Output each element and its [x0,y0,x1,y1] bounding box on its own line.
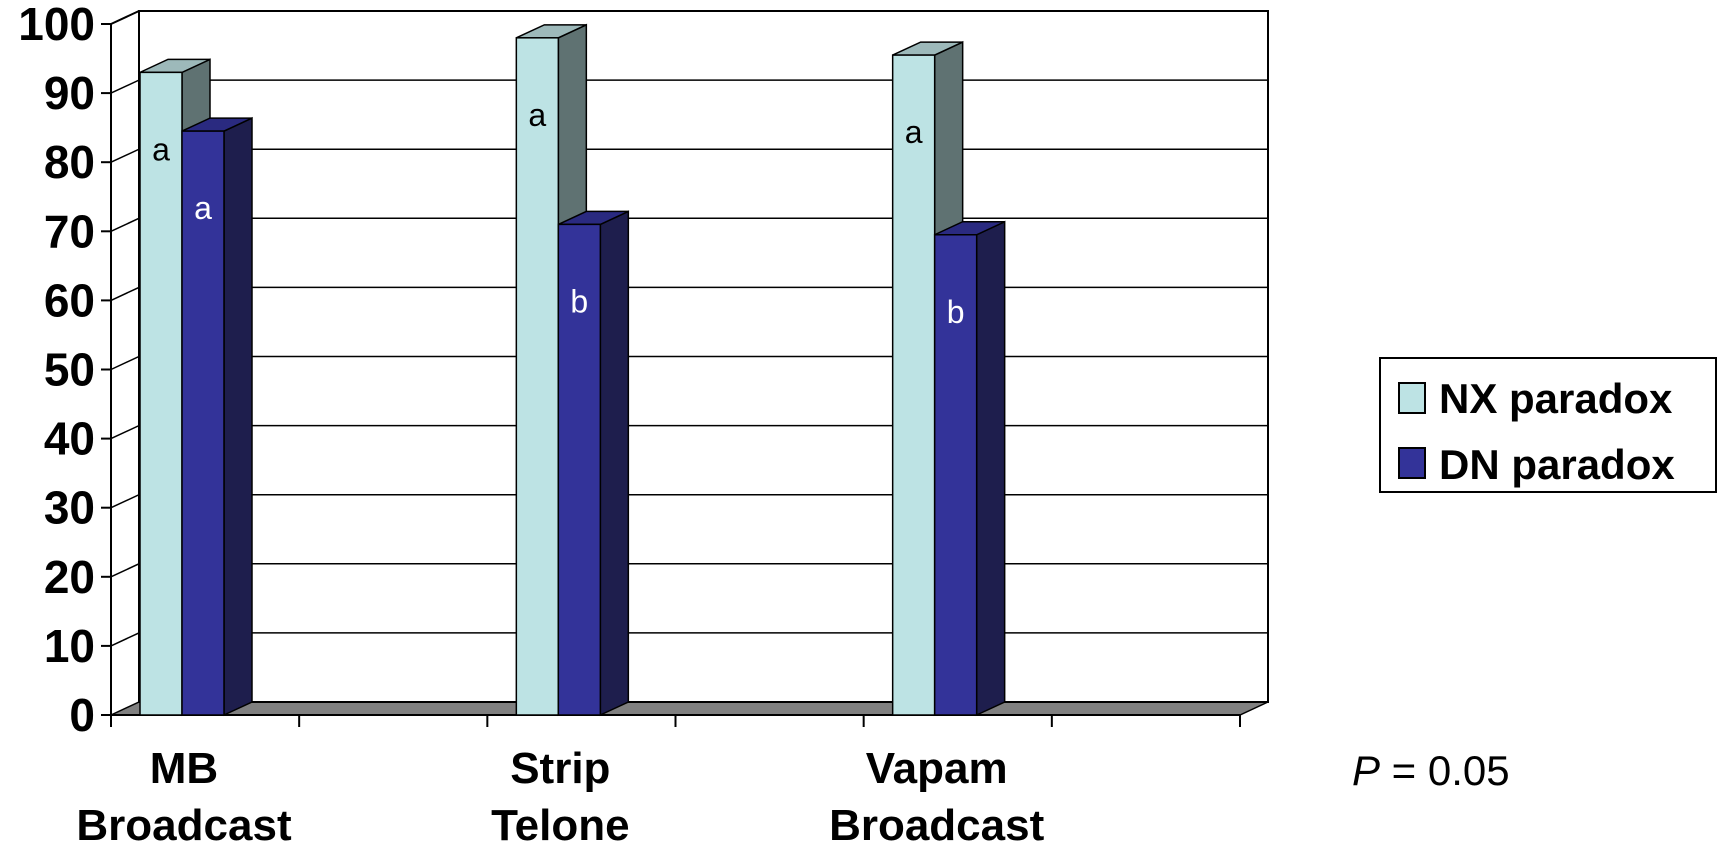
bar-dn-paradox-1: b [557,210,630,717]
p-value-text: = 0.05 [1380,747,1510,794]
bar-front [557,223,602,716]
legend-swatch-dn-paradox [1398,447,1426,479]
y-axis-top-edge [110,10,140,25]
bar-dn-paradox-0: a [181,116,253,717]
bar-significance-label: a [152,131,170,167]
bar-side [223,116,253,717]
bar-significance-label: b [570,283,588,319]
category-label-line: Broadcast [76,801,292,850]
y-tick-label: 50 [44,344,95,396]
gridline [110,632,1268,647]
gridline [110,217,1268,232]
y-tick-label: 0 [69,689,95,741]
bar-significance-label: a [528,97,546,133]
gridline [110,563,1268,578]
y-tick-label: 30 [44,482,95,534]
bar-front [515,37,560,716]
bar-side [975,220,1006,717]
bar-front [933,234,978,716]
bar-front [181,130,225,716]
y-tick-label: 100 [18,0,95,50]
gridline [110,286,1268,302]
bar-significance-label: a [905,114,923,150]
bar-significance-label: a [194,190,212,226]
category-label-line: Vapam [866,744,1008,793]
gridlines [110,10,1268,647]
chart-floor [110,701,1269,716]
p-value-note: P = 0.05 [1352,747,1510,794]
category-labels: MB Broadcast Strip Telone Vapam Broadcast [76,744,1044,850]
y-tick-label: 60 [44,274,95,326]
category-label: Strip Telone [491,744,630,850]
category-label-line: Telone [491,801,630,850]
y-tick-label: 40 [44,413,95,465]
gridline [110,424,1268,440]
gridline [110,493,1268,509]
y-tick-labels: 0 10 20 30 40 50 60 70 80 90 100 [18,0,95,741]
p-value-symbol: P [1352,747,1380,794]
legend-swatch-nx-paradox [1398,382,1426,414]
y-tick-label: 90 [44,67,95,119]
gridline [110,148,1268,163]
legend-label-nx-paradox: NX paradox [1439,375,1673,422]
bar-side [599,210,630,717]
legend-box [1379,357,1717,493]
category-label: Vapam Broadcast [829,744,1045,850]
bar-dn-paradox-2: b [933,220,1006,717]
axes [101,10,1241,727]
category-label-line: Broadcast [829,801,1045,850]
y-tick-label: 20 [44,551,95,603]
gridline [110,355,1268,371]
y-tick-label: 70 [44,205,95,257]
floor-plane [110,701,1269,716]
legend-label-dn-paradox: DN paradox [1439,441,1675,488]
bar-front [139,71,183,716]
gridline [110,79,1268,94]
bar-significance-label: b [947,294,965,330]
category-label: MB Broadcast [76,744,292,850]
legend: NX paradox DN paradox [1379,357,1717,493]
category-label-line: Strip [510,744,610,793]
y-tick-label: 80 [44,136,95,188]
gridline [110,10,1268,25]
y-tick-label: 10 [44,620,95,672]
bar-front [891,54,936,716]
category-label-line: MB [150,744,218,793]
